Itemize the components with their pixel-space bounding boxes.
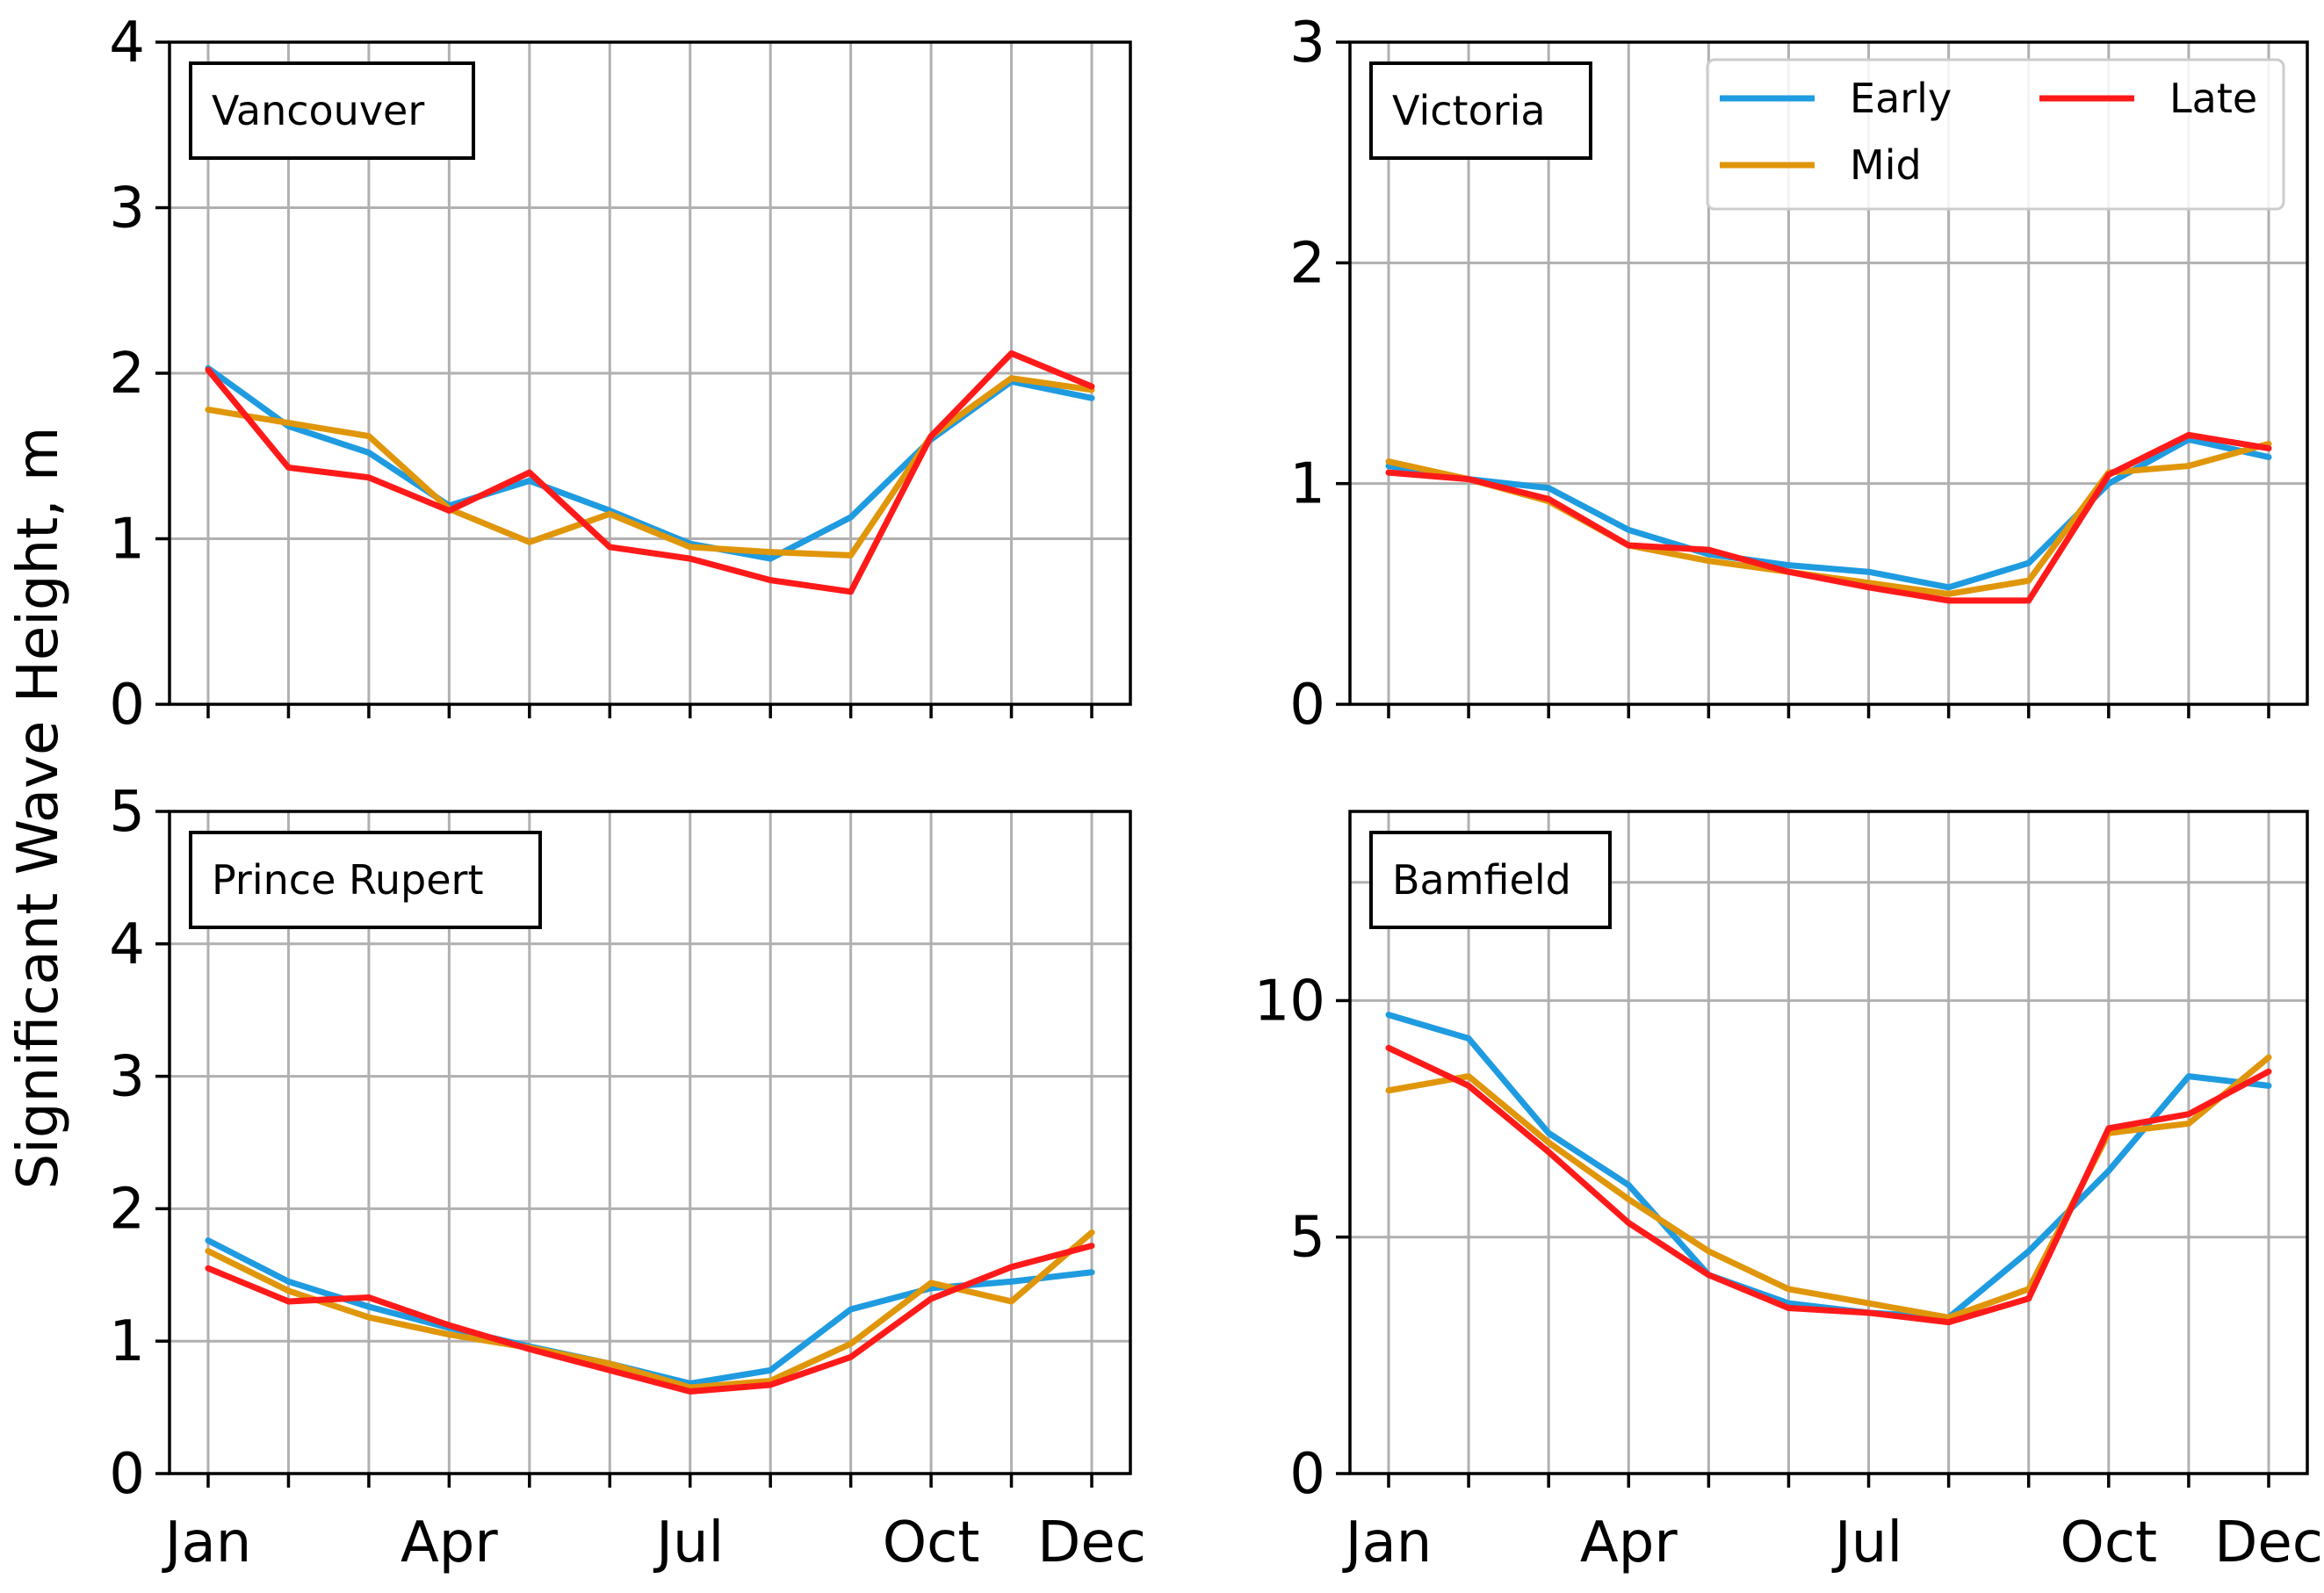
y-tick-label: 5 <box>109 780 145 845</box>
y-tick-label: 3 <box>1289 11 1325 76</box>
y-tick-label: 10 <box>1254 969 1325 1034</box>
station-label: Vancouver <box>212 87 424 134</box>
x-tick-label: Oct <box>883 1510 980 1575</box>
x-tick-label: Apr <box>401 1510 498 1575</box>
plot-frame <box>1348 40 2309 706</box>
series-line-mid <box>205 1229 1095 1391</box>
station-label-box <box>189 831 542 929</box>
panel-bamfield: 0 5 10 Jan Apr Jul Oct Dec Bamfield <box>1254 810 2323 1575</box>
legend-frame <box>1706 58 2285 211</box>
y-tick-label: 1 <box>109 1309 145 1374</box>
y-tick-label: 0 <box>109 673 145 738</box>
plot-frame <box>168 810 1132 1475</box>
x-tick-label: Dec <box>2214 1510 2323 1575</box>
y-tick-label: 2 <box>1289 231 1325 296</box>
series-line-early <box>1385 1012 2272 1321</box>
station-label: Bamfield <box>1392 856 1571 904</box>
legend-label-early: Early <box>1850 75 1952 122</box>
series-line-mid <box>1385 1054 2272 1321</box>
series-line-late <box>1385 1044 2272 1326</box>
y-tick-label: 3 <box>109 1045 145 1110</box>
y-tick-label: 0 <box>109 1442 145 1507</box>
series-line-late <box>1385 431 2272 604</box>
station-label-box <box>1369 831 1612 929</box>
station-label: Victoria <box>1392 87 1546 134</box>
station-label-box <box>1369 61 1592 160</box>
series-line-late <box>205 1243 1095 1395</box>
plot-frame <box>1348 810 2309 1475</box>
station-label-box <box>189 61 475 160</box>
y-tick-label: 5 <box>1289 1206 1325 1271</box>
y-tick-label: 0 <box>1289 673 1325 738</box>
series-line-early <box>1385 436 2272 591</box>
panel-victoria: 0 1 2 3 Victoria Early Late Mid <box>1289 11 2309 738</box>
x-tick-label: Jan <box>1342 1510 1433 1575</box>
y-tick-label: 4 <box>109 912 145 977</box>
legend-label-mid: Mid <box>1850 141 1922 189</box>
y-tick-label: 1 <box>109 508 145 573</box>
x-tick-label: Jul <box>653 1510 724 1575</box>
station-label: Prince Rupert <box>212 856 484 904</box>
y-tick-label: 3 <box>109 177 145 241</box>
x-tick-label: Jan <box>162 1510 252 1575</box>
y-tick-label: 4 <box>109 11 145 76</box>
y-tick-label: 0 <box>1289 1442 1325 1507</box>
y-tick-label: 1 <box>1289 452 1325 517</box>
panel-prince-rupert: 0 1 2 3 4 5 Jan Apr Jul Oct Dec Prince Rupert <box>109 780 1146 1575</box>
x-tick-label: Dec <box>1037 1510 1146 1575</box>
series-line-early <box>205 1237 1095 1387</box>
plot-frame <box>168 40 1132 706</box>
y-tick-label: 2 <box>109 342 145 407</box>
series-line-late <box>205 350 1095 595</box>
legend-label-late: Late <box>2169 75 2257 122</box>
y-tick-label: 2 <box>109 1177 145 1242</box>
legend: Early Late Mid <box>1706 58 2285 211</box>
x-tick-label: Jul <box>1831 1510 1902 1575</box>
x-tick-label: Apr <box>1580 1510 1678 1575</box>
panel-vancouver: 0 1 2 3 4 Vancouver <box>109 11 1132 738</box>
panels: 0 1 2 3 4 Vancouver 0 1 2 3 Victoria Early Late Mid 0 1… <box>109 11 2323 1575</box>
y-axis-label: Significant Wave Height, m <box>6 427 71 1190</box>
x-tick-label: Oct <box>2060 1510 2157 1575</box>
